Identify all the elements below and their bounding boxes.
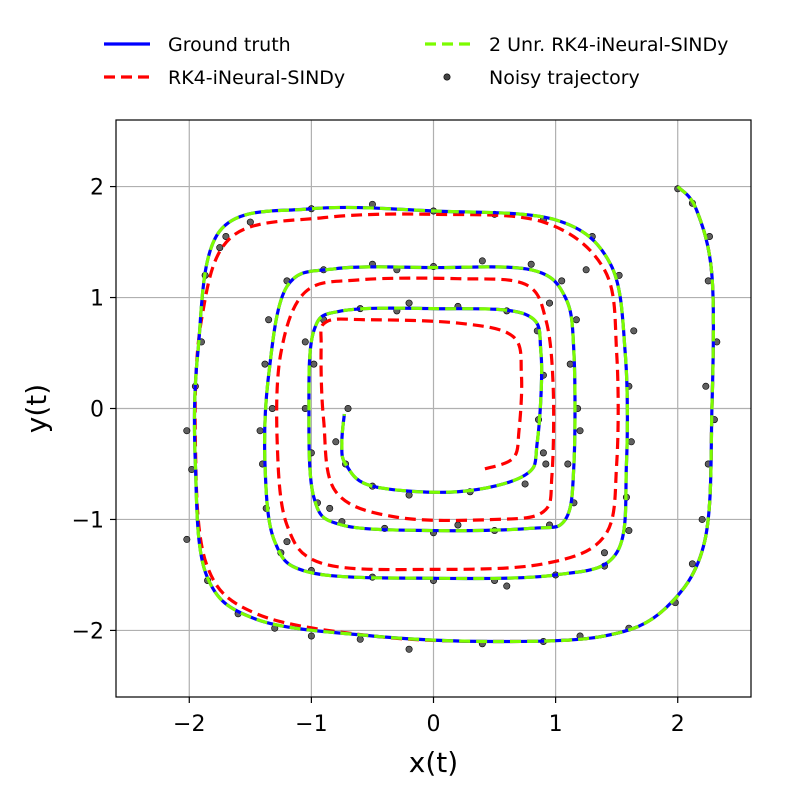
legend-label: 2 Unr. RK4-iNeural-SINDy	[489, 34, 728, 56]
noisy-point	[478, 257, 486, 265]
legend-label: Noisy trajectory	[489, 67, 640, 89]
noisy-point	[576, 427, 584, 435]
y-axis-label: y(t)	[20, 384, 53, 433]
series-2-unr-rk4-ineural-sindy	[192, 185, 716, 644]
noisy-point	[454, 521, 462, 529]
noisy-point	[222, 233, 230, 241]
legend: Ground truth 2 Unr. RK4-iNeural-SINDy RK4-…	[104, 34, 728, 89]
noisy-point	[310, 360, 318, 368]
series-rk4-ineural-sindy	[193, 185, 716, 644]
noisy-point	[183, 535, 191, 543]
y-tick-label: 0	[90, 398, 104, 423]
y-tick-label: −2	[72, 619, 104, 644]
noisy-point	[332, 438, 340, 446]
y-tick-label: −1	[72, 508, 104, 533]
ticks: −2 −1 0 1 2 −2 −1 0 1 2	[72, 176, 685, 737]
noisy-point	[256, 427, 264, 435]
noisy-point	[265, 316, 273, 324]
noisy-point	[246, 218, 254, 226]
noisy-point	[558, 277, 566, 285]
grid	[116, 120, 751, 697]
x-axis-label: x(t)	[409, 746, 458, 779]
x-tick-label: −1	[295, 712, 327, 737]
noisy-point	[600, 549, 608, 557]
x-tick-label: 1	[549, 712, 563, 737]
noisy-point	[630, 327, 638, 335]
noisy-point	[268, 404, 276, 412]
series-ground-truth	[192, 185, 716, 644]
legend-marker	[443, 73, 451, 81]
series-layer	[192, 185, 716, 644]
noisy-point	[503, 582, 511, 590]
noisy-point	[356, 635, 364, 643]
y-tick-label: 2	[90, 176, 104, 201]
noisy-point	[405, 645, 413, 653]
noisy-point	[183, 427, 191, 435]
noisy-point	[698, 515, 706, 523]
x-tick-label: 0	[427, 712, 441, 737]
noisy-point	[216, 244, 224, 252]
noisy-point	[301, 338, 309, 346]
legend-label: RK4-iNeural-SINDy	[168, 67, 345, 89]
noisy-point	[405, 299, 413, 307]
legend-label: Ground truth	[168, 34, 291, 56]
noisy-point	[582, 266, 590, 274]
x-tick-label: −2	[173, 712, 205, 737]
noisy-point	[539, 449, 547, 457]
noisy-point	[261, 360, 269, 368]
noisy-point	[564, 460, 572, 468]
noisy-point	[688, 560, 696, 568]
noisy-point	[566, 360, 574, 368]
noisy-point	[326, 504, 334, 512]
noisy-point	[542, 460, 550, 468]
y-tick-label: 1	[90, 287, 104, 312]
noisy-point	[283, 538, 291, 546]
noisy-point	[527, 260, 535, 268]
noisy-point	[627, 438, 635, 446]
noisy-point	[572, 316, 580, 324]
noisy-point	[704, 277, 712, 285]
noisy-point	[546, 299, 554, 307]
noisy-point	[344, 404, 352, 412]
noisy-point	[307, 632, 315, 640]
noisy-point	[625, 527, 633, 535]
x-tick-label: 2	[671, 712, 685, 737]
noisy-point	[702, 382, 710, 390]
noisy-point	[521, 480, 529, 488]
